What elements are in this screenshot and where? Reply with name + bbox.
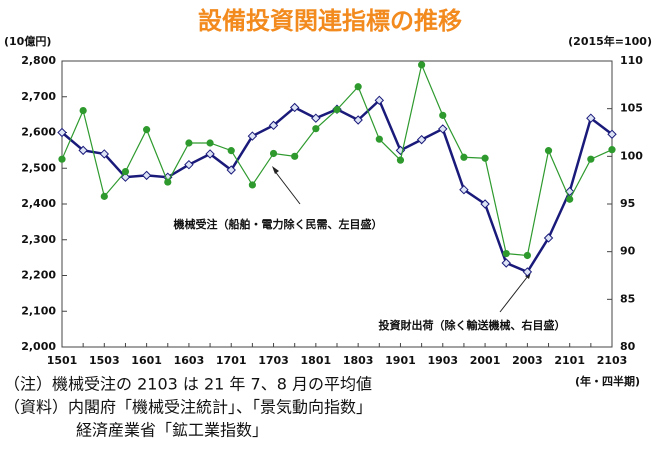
marker (78, 145, 88, 156)
marker (396, 156, 405, 164)
y2-tick-label: 85 (620, 292, 635, 305)
marker (481, 154, 489, 162)
marker (566, 195, 574, 203)
y2-tick-label: 95 (620, 197, 635, 210)
x-tick-label: 1803 (343, 354, 374, 367)
x-tick-label: 1503 (89, 354, 120, 367)
arrow (273, 169, 301, 205)
marker (586, 113, 596, 123)
marker (226, 165, 236, 175)
marker (333, 106, 341, 114)
marker (374, 95, 385, 106)
marker (418, 61, 426, 69)
marker (143, 126, 151, 134)
x-axis-label: (年・四半期) (575, 374, 640, 388)
marker (439, 111, 447, 119)
marker (121, 167, 130, 176)
y2-tick-label: 80 (620, 340, 636, 353)
marker (502, 249, 510, 258)
note: 経済産業省「鉱工業指数」 (76, 421, 268, 440)
note: （注）機械受注の 2103 は 21 年 7、8 月の平均値 (4, 375, 372, 394)
marker (141, 170, 152, 181)
marker (523, 251, 531, 260)
marker (459, 184, 469, 195)
marker (544, 147, 553, 155)
marker (120, 172, 131, 182)
y-tick-label: 2,500 (21, 161, 56, 174)
marker (501, 258, 511, 268)
marker (608, 146, 616, 154)
y2-tick-label: 100 (620, 149, 643, 162)
note: （資料）内閣府「機械受注統計」、「景気動向指数」 (4, 398, 372, 417)
arrow (499, 275, 529, 313)
y2-tick-label: 105 (620, 102, 643, 115)
marker (247, 131, 258, 141)
x-tick-label: 2003 (512, 354, 543, 367)
x-tick-label: 2103 (597, 354, 628, 367)
x-tick-label: 2001 (470, 354, 501, 367)
y-axis-label: (10億円) (4, 34, 51, 48)
marker (543, 233, 554, 243)
marker (205, 149, 215, 159)
marker (164, 178, 172, 186)
y2-tick-label: 90 (620, 245, 636, 258)
x-tick-label: 1901 (385, 354, 416, 367)
marker (185, 139, 193, 147)
annotation: 機械受注（船舶・電力除く民需、左目盛） (174, 217, 383, 231)
marker (438, 124, 448, 134)
x-tick-label: 2101 (554, 354, 585, 367)
marker (587, 155, 595, 163)
marker (480, 199, 490, 209)
y-tick-label: 2,600 (21, 126, 56, 139)
x-tick-label: 1701 (216, 354, 247, 367)
y-tick-label: 2,700 (21, 90, 56, 103)
marker (354, 83, 362, 91)
x-tick-label: 1903 (427, 354, 458, 367)
marker (58, 155, 66, 163)
arrow-head (272, 166, 279, 174)
marker (184, 159, 194, 170)
marker (248, 181, 256, 189)
marker (312, 125, 320, 133)
marker (375, 135, 383, 143)
marker (268, 120, 279, 131)
marker (269, 149, 278, 158)
y2-axis-label: (2015年=100) (568, 34, 652, 48)
x-tick-label: 1603 (174, 354, 205, 367)
x-tick-label: 1801 (301, 354, 332, 367)
marker (206, 139, 214, 147)
x-tick-label: 1703 (258, 354, 289, 367)
marker (522, 267, 533, 277)
y-tick-label: 2,000 (21, 340, 56, 353)
y-tick-label: 2,400 (21, 197, 56, 210)
marker (227, 147, 235, 155)
marker (311, 113, 321, 123)
y-tick-label: 2,200 (21, 269, 56, 282)
y-tick-label: 2,800 (21, 54, 56, 67)
marker (416, 134, 427, 145)
y-tick-label: 2,300 (21, 233, 56, 246)
x-tick-label: 1501 (47, 354, 78, 367)
marker (57, 127, 67, 138)
plot-frame (61, 60, 613, 348)
marker (607, 129, 617, 139)
y2-tick-label: 110 (620, 54, 643, 67)
marker (100, 192, 108, 200)
marker (353, 115, 363, 125)
y-tick-label: 2,100 (21, 304, 56, 317)
chart-title: 設備投資関連指標の推移 (198, 7, 462, 35)
marker (289, 102, 300, 113)
marker (79, 106, 87, 115)
marker (99, 149, 110, 159)
annotation: 投資財出荷（除く輸送機械、右目盛） (379, 318, 566, 332)
marker (291, 152, 299, 160)
x-tick-label: 1601 (131, 354, 162, 367)
marker (460, 153, 468, 161)
